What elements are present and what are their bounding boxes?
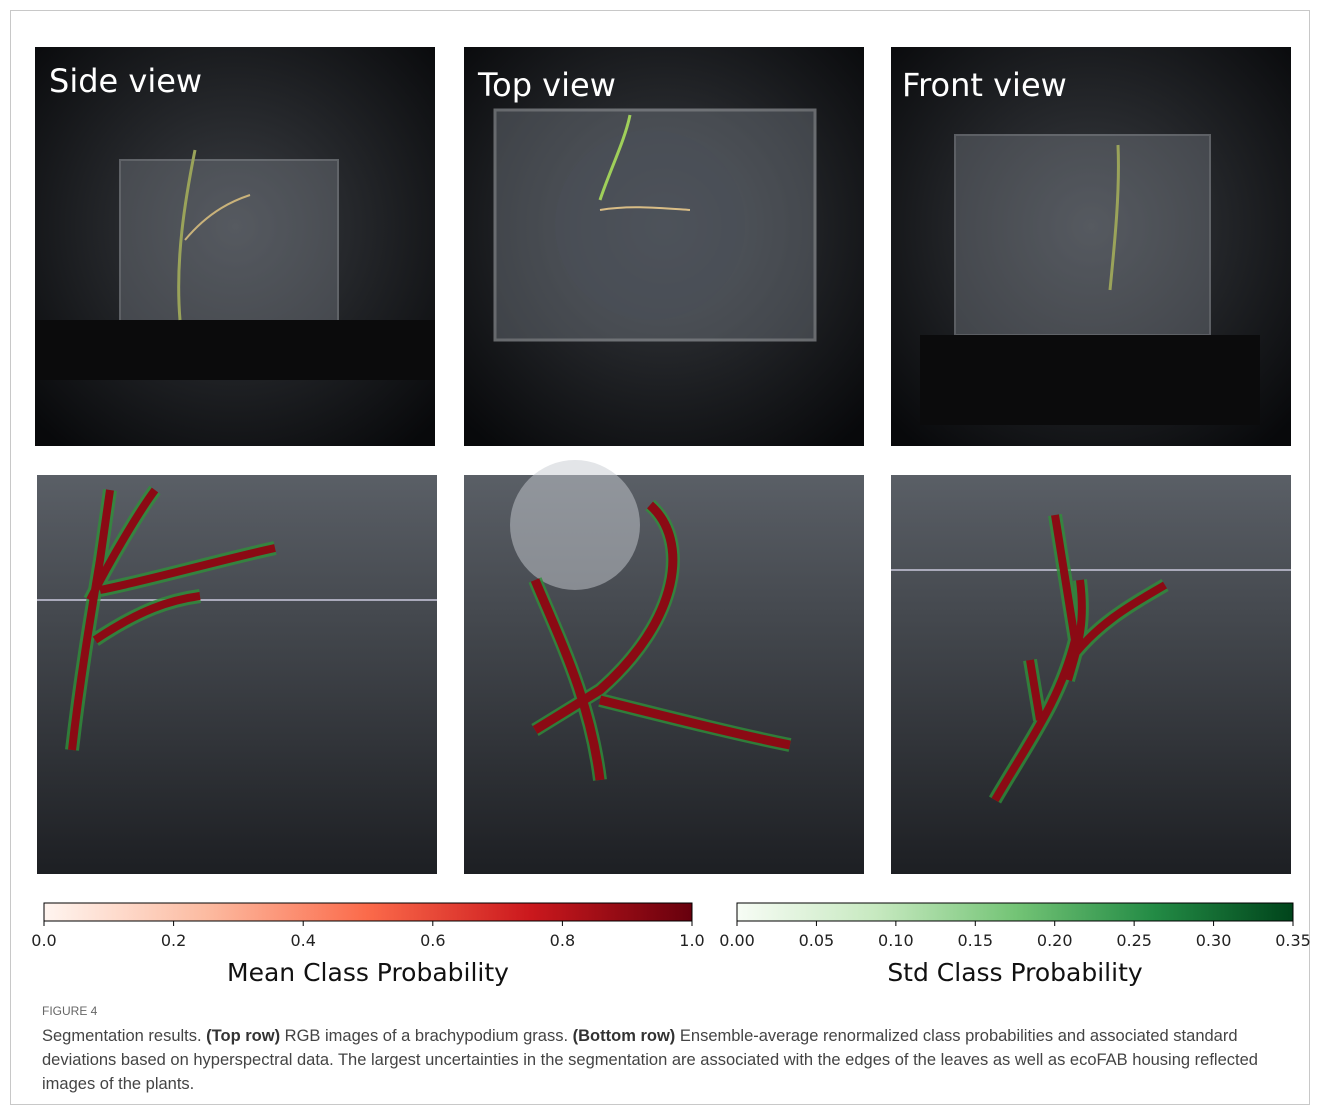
tick-label: 0.25: [1116, 931, 1152, 950]
front-view-image: [891, 47, 1291, 446]
tick-label: 0.05: [799, 931, 835, 950]
tick-label: 0.0: [31, 931, 56, 950]
caption: FIGURE 4 Segmentation results. (Top row)…: [42, 1004, 1307, 1096]
tick-label: 0.8: [550, 931, 575, 950]
view-label: Top view: [477, 66, 616, 104]
colorbar: [44, 903, 692, 921]
caption-text-part: RGB images of a brachypodium grass.: [280, 1027, 573, 1045]
side-view-image: [35, 47, 435, 446]
tick-label: 0.6: [420, 931, 445, 950]
colorbar-label: Std Class Probability: [887, 958, 1143, 987]
tick-label: 0.4: [290, 931, 315, 950]
tick-label: 1.0: [679, 931, 704, 950]
page: Side view Top view Front view 0.0 0.2 0.4 0…: [0, 0, 1322, 1117]
view-label: Side view: [49, 62, 202, 100]
top-view-image: [464, 47, 864, 446]
tick-label: 0.2: [161, 931, 186, 950]
tick-label: 0.35: [1275, 931, 1311, 950]
caption-text: Segmentation results. (Top row) RGB imag…: [42, 1024, 1307, 1096]
tick-label: 0.15: [957, 931, 993, 950]
side-segmentation: [37, 475, 437, 874]
colorbar-label: Mean Class Probability: [227, 958, 509, 987]
front-segmentation: [891, 475, 1291, 874]
figure: Side view Top view Front view 0.0 0.2 0.4 0…: [0, 0, 1322, 1000]
tick-label: 0.00: [719, 931, 755, 950]
caption-bold: (Top row): [206, 1027, 280, 1045]
view-label: Front view: [902, 66, 1067, 104]
caption-lead: Segmentation results.: [42, 1027, 206, 1045]
top-segmentation: [464, 460, 864, 874]
tick-label: 0.30: [1196, 931, 1232, 950]
figure-label: FIGURE 4: [42, 1004, 1307, 1018]
colorbar: [737, 903, 1293, 921]
tick-label: 0.10: [878, 931, 914, 950]
caption-bold: (Bottom row): [573, 1027, 676, 1045]
tick-label: 0.20: [1037, 931, 1073, 950]
